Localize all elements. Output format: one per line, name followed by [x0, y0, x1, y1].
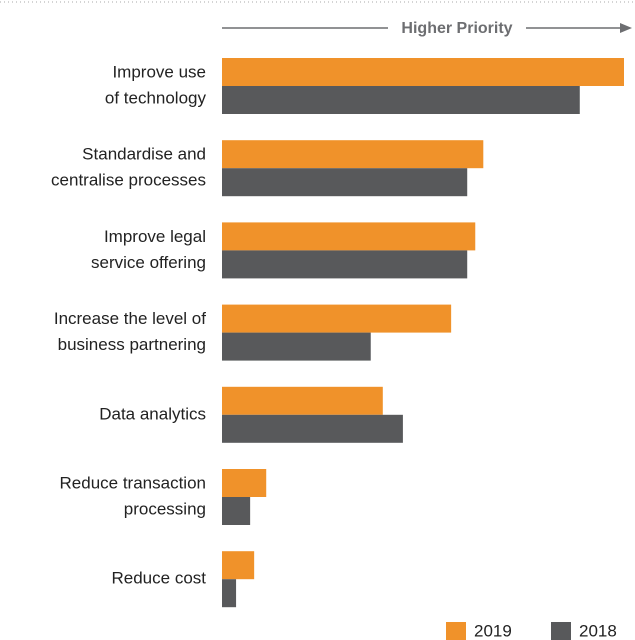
bar: [222, 86, 580, 114]
bar: [222, 414, 403, 443]
bar: [222, 168, 468, 197]
category-label: Reduce cost: [112, 569, 207, 588]
legend-label: 2019: [474, 621, 512, 640]
bar: [222, 579, 237, 608]
header-arrow: [620, 23, 632, 33]
header: Higher Priority: [401, 20, 512, 37]
bar: [222, 551, 255, 580]
legend-swatch: [446, 622, 466, 640]
category-label: service offering: [91, 253, 206, 272]
category-label: Data analytics: [99, 404, 206, 423]
bar: [222, 497, 251, 525]
bar: [222, 386, 383, 415]
category-label: Increase the level of: [54, 309, 206, 328]
category-label: business partnering: [58, 335, 206, 354]
legend-label: 2018: [579, 621, 617, 640]
category-label: centralise processes: [51, 171, 206, 190]
bar: [222, 304, 452, 333]
category-label: processing: [124, 499, 206, 518]
category-label: of technology: [105, 88, 207, 107]
bar: [222, 332, 371, 361]
bar: [222, 250, 468, 279]
legend-swatch: [551, 622, 571, 640]
category-label: Standardise and: [82, 145, 206, 164]
category-label: Improve use: [112, 62, 206, 81]
bar: [222, 222, 476, 251]
bar: [222, 140, 484, 169]
bar: [222, 58, 624, 86]
category-label: Reduce transaction: [60, 473, 206, 492]
category-label: Improve legal: [104, 227, 206, 246]
bar: [222, 469, 267, 497]
